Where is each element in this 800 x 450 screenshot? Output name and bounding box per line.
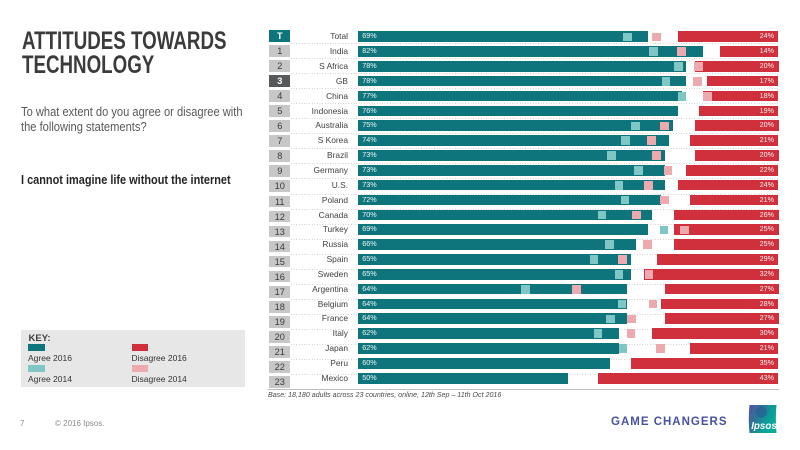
svg-text:Ipsos: Ipsos — [751, 420, 777, 431]
